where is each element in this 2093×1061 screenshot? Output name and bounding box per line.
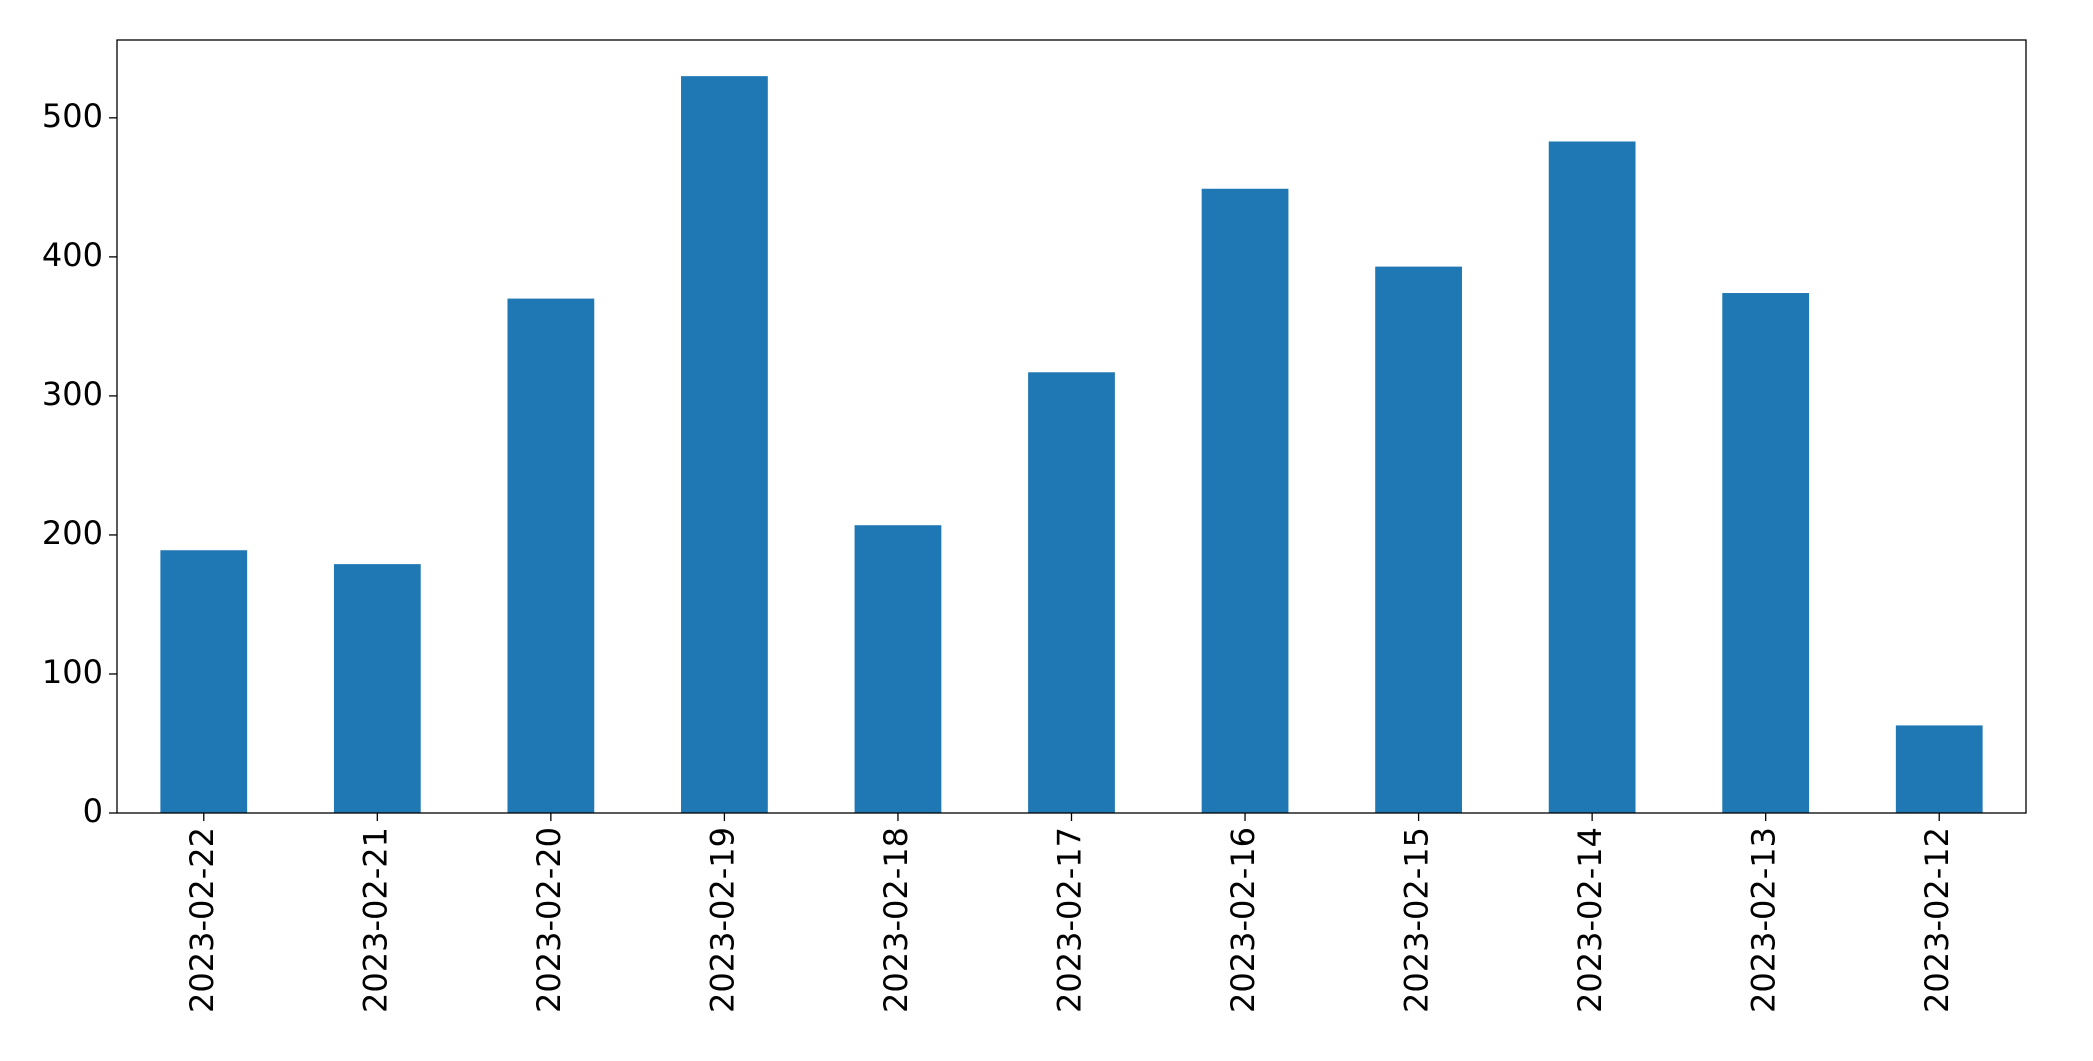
x-tick-label: 2023-02-13 [1745, 827, 1783, 1013]
x-tick-label: 2023-02-19 [703, 827, 741, 1013]
bar [1548, 141, 1636, 813]
y-tick-label: 500 [42, 97, 103, 135]
bar [854, 525, 942, 813]
x-tick-label: 2023-02-20 [530, 827, 568, 1013]
x-tick-label: 2023-02-16 [1224, 827, 1262, 1013]
x-tick-label: 2023-02-14 [1571, 827, 1609, 1013]
bar [1201, 188, 1289, 813]
x-tick-label: 2023-02-21 [356, 827, 394, 1013]
y-tick-label: 100 [42, 653, 103, 691]
plot-frame [116, 39, 2027, 814]
bar [507, 298, 595, 814]
x-tick-label: 2023-02-12 [1918, 827, 1956, 1013]
y-tick-label: 400 [42, 236, 103, 274]
y-tick-label: 0 [83, 792, 103, 830]
y-tick-label: 200 [42, 514, 103, 552]
bar [1895, 725, 1983, 813]
bar [160, 550, 248, 813]
bar [1028, 372, 1115, 813]
x-tick-label: 2023-02-18 [877, 827, 915, 1013]
bar [333, 564, 421, 813]
y-tick-label: 300 [42, 375, 103, 413]
x-tick-label: 2023-02-17 [1051, 827, 1089, 1013]
x-tick-label: 2023-02-15 [1398, 827, 1436, 1013]
x-tick-label: 2023-02-22 [183, 827, 221, 1013]
bar [1722, 293, 1810, 814]
bar [1375, 266, 1462, 813]
bar [681, 76, 768, 814]
